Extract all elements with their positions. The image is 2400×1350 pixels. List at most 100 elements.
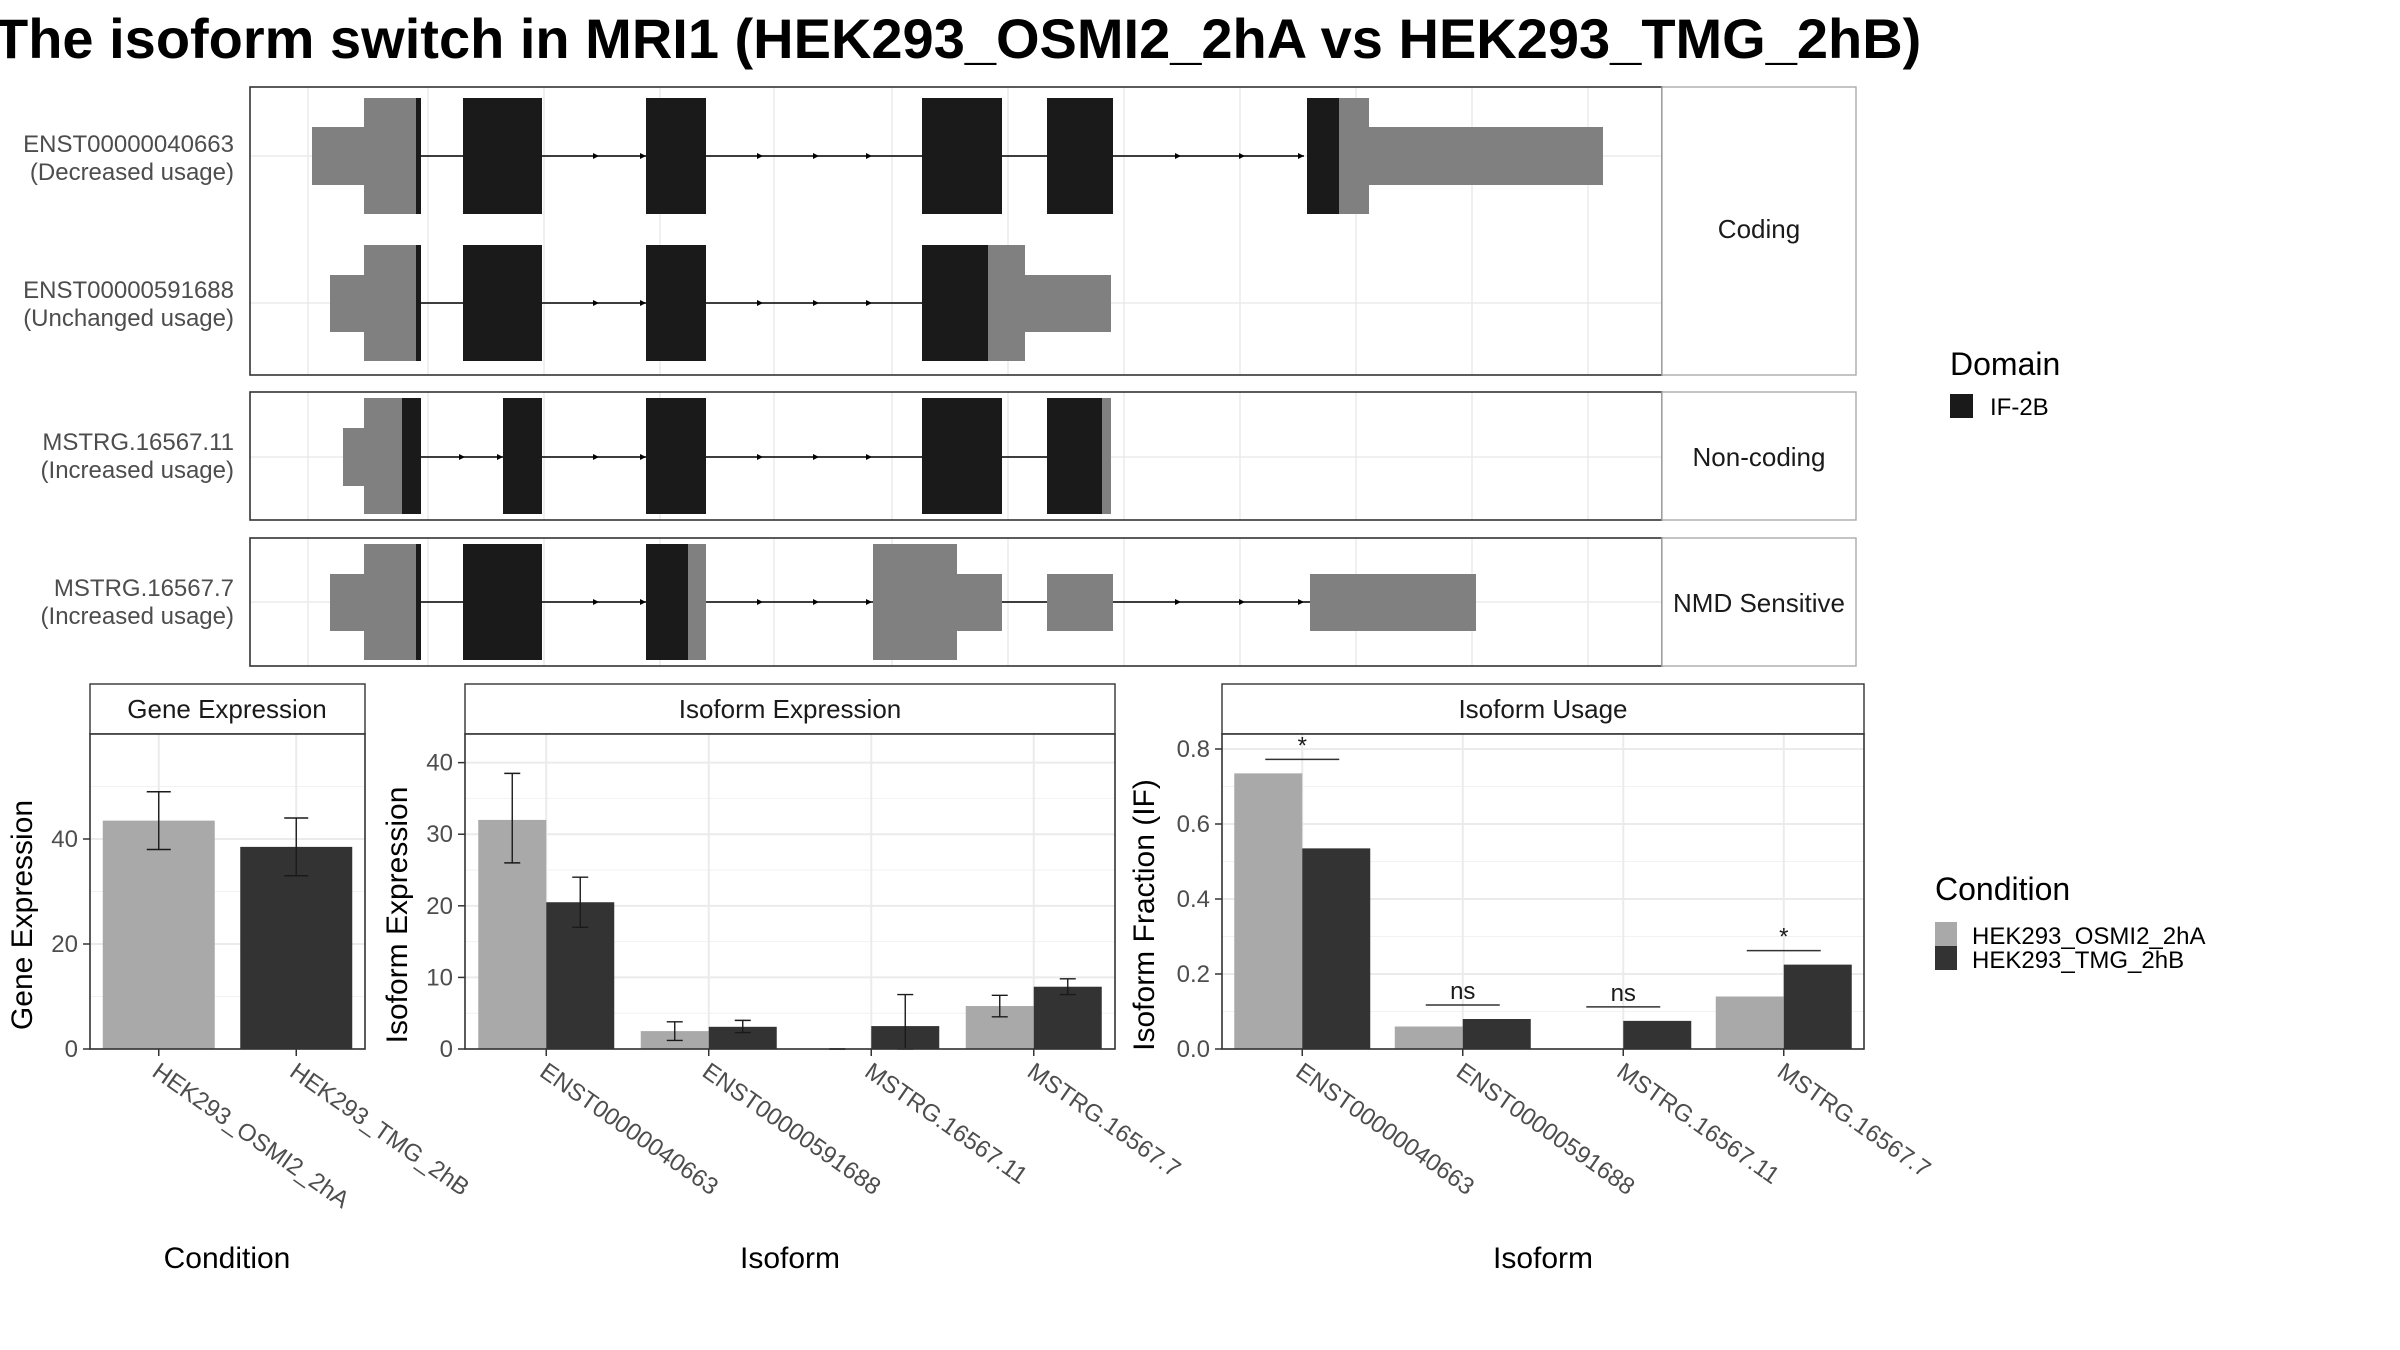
transcript-usage-2: (Unchanged usage) [23, 305, 234, 332]
strand-arrow [866, 300, 872, 306]
transcript-label-1: ENST00000040663 (Decreased usage) [23, 131, 234, 186]
bar [240, 846, 353, 1049]
x-tick-label: MSTRG.16567.11 [860, 1058, 1032, 1190]
isoform-usage-ylabel: Isoform Fraction (IF) [1128, 779, 1161, 1051]
y-tick-label: 20 [51, 931, 78, 958]
domain-exon [463, 544, 542, 660]
gene-expression-xlabel: Condition [164, 1242, 291, 1275]
x-tick-label: ENST00000591688 [697, 1058, 885, 1201]
strand-arrow [593, 454, 599, 460]
transcript-label-4: MSTRG.16567.7 (Increased usage) [41, 575, 234, 630]
condition-legend-title: Condition [1935, 871, 2070, 907]
domain-exon [922, 98, 1002, 214]
utr-exon [957, 574, 1002, 631]
domain-exon [416, 544, 421, 660]
isoform-expression-xlabel: Isoform [740, 1242, 840, 1275]
utr-exon [330, 574, 364, 631]
utr-exon [343, 428, 364, 486]
strip-label-isoform-usage: Isoform Usage [1458, 694, 1627, 724]
plot-border [1221, 733, 1865, 1050]
y-tick-label: 0 [65, 1036, 78, 1063]
strip-isoform-expression [464, 683, 1116, 735]
y-tick-label: 0.4 [1177, 886, 1210, 913]
utr-exon [364, 98, 416, 214]
strand-arrow [813, 153, 819, 159]
strand-arrow [593, 599, 599, 605]
utr-exon [1339, 98, 1369, 214]
isoform-usage-plot: Isoform Usage 0.00.20.40.60.8 *ns ns*ENST0… [1128, 683, 1935, 1275]
utr-exon [330, 275, 364, 332]
domain-exon [463, 98, 542, 214]
x-tick-label: MSTRG.16567.7 [1022, 1058, 1185, 1183]
utr-exon [1369, 127, 1603, 185]
facet-strip-non-coding: Non-coding [1661, 391, 1857, 521]
transcript-id-3: MSTRG.16567.11 [42, 429, 234, 456]
utr-exon [1310, 574, 1476, 631]
bar [708, 1026, 777, 1049]
strand-arrow [813, 454, 819, 460]
significance-label: * [1298, 732, 1307, 759]
strand-arrow [640, 599, 646, 605]
bar [1234, 773, 1303, 1049]
utr-exon [364, 544, 416, 660]
utr-exon [1102, 398, 1111, 514]
strand-arrow [459, 454, 465, 460]
strand-arrow [593, 300, 599, 306]
strip-isoform-usage [1221, 683, 1865, 735]
isoform-usage-xlabel: Isoform [1493, 1242, 1593, 1275]
condition-legend-label-b: HEK293_TMG_2hB [1972, 947, 2184, 974]
utr-exon [688, 544, 706, 660]
condition-legend: Condition HEK293_OSMI2_2hA HEK293_TMG_2h… [1935, 871, 2205, 974]
transcript-label-3: MSTRG.16567.11 (Increased usage) [41, 429, 234, 484]
x-tick-label: MSTRG.16567.11 [1612, 1058, 1784, 1190]
bar [1462, 1019, 1531, 1049]
y-tick-label: 0.6 [1177, 811, 1210, 838]
facet-strip-coding: Coding [1661, 86, 1857, 376]
facet-label-non-coding: Non-coding [1693, 442, 1826, 472]
transcript-usage-4: (Increased usage) [41, 603, 234, 630]
strand-arrow [866, 454, 872, 460]
isoform-expression-plot: Isoform Expression 0 10 20 30 40 ENST00000040… [381, 683, 1185, 1275]
y-tick-label: 20 [426, 893, 453, 920]
y-tick-label: 30 [426, 821, 453, 848]
x-tick-label: MSTRG.16567.7 [1772, 1058, 1935, 1183]
domain-exon [922, 245, 988, 361]
transcript-usage-3: (Increased usage) [41, 457, 234, 484]
bar [1783, 964, 1852, 1049]
strand-arrow [640, 454, 646, 460]
domain-exon [1047, 98, 1113, 214]
strand-arrow [1298, 153, 1304, 159]
utr-exon [364, 398, 402, 514]
significance-label: ns [1611, 980, 1636, 1007]
strand-arrow [813, 599, 819, 605]
utr-exon [1047, 574, 1113, 631]
strand-arrow [640, 153, 646, 159]
y-tick-label: 0.8 [1177, 736, 1210, 763]
domain-exon [416, 98, 421, 214]
utr-exon [873, 544, 957, 660]
domain-legend-label: IF-2B [1990, 394, 2049, 421]
y-tick-label: 0.0 [1177, 1036, 1210, 1063]
transcript-id-4: MSTRG.16567.7 [54, 575, 234, 602]
transcript-id-1: ENST00000040663 [23, 131, 234, 158]
strand-arrow [1298, 599, 1304, 605]
transcript-id-2: ENST00000591688 [23, 277, 234, 304]
utr-exon [988, 245, 1025, 361]
significance-label: * [1779, 924, 1788, 951]
domain-exon [646, 398, 706, 514]
significance-label: ns [1450, 978, 1475, 1005]
utr-exon [1025, 275, 1111, 332]
utr-exon [312, 127, 364, 185]
plot-border [464, 733, 1116, 1050]
y-tick-label: 10 [426, 964, 453, 991]
domain-legend-title: Domain [1950, 346, 2060, 382]
domain-exon [646, 544, 688, 660]
domain-exon [463, 245, 542, 361]
domain-exon [922, 398, 1002, 514]
domain-exon [646, 245, 706, 361]
strand-arrow [593, 153, 599, 159]
facet-label-nmd: NMD Sensitive [1673, 588, 1845, 618]
domain-exon [646, 98, 706, 214]
bar [1033, 986, 1102, 1049]
